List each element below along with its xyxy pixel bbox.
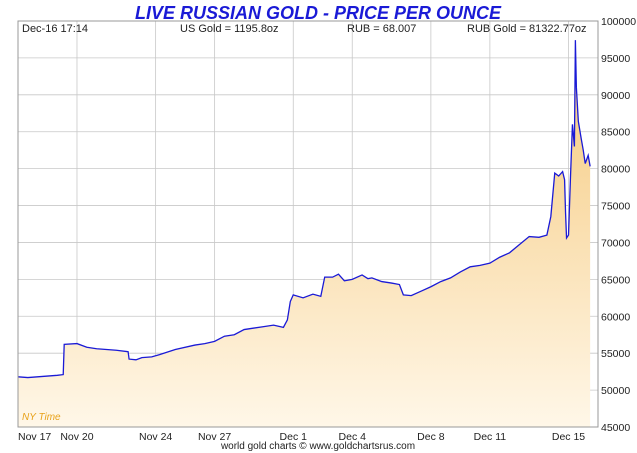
- x-tick-label: Dec 11: [474, 431, 507, 443]
- rub-rate-label: RUB = 68.007: [347, 23, 416, 35]
- y-tick-label: 70000: [601, 237, 630, 249]
- x-tick-label: Nov 20: [60, 431, 93, 443]
- y-tick-label: 100000: [601, 16, 636, 28]
- price-area: [18, 40, 591, 427]
- price-line: [17, 40, 591, 379]
- y-tick-label: 85000: [601, 127, 630, 139]
- us-gold-label: US Gold = 1195.8oz: [180, 23, 279, 35]
- x-tick-label: Dec 15: [552, 431, 585, 443]
- plot-frame: [17, 20, 599, 428]
- y-tick-label: 65000: [601, 274, 630, 286]
- y-tick-label: 50000: [601, 385, 630, 397]
- x-tick-label: Nov 17: [18, 431, 51, 443]
- x-tick-label: Nov 27: [198, 431, 231, 443]
- y-tick-label: 95000: [601, 53, 630, 65]
- rub-gold-label: RUB Gold = 81322.77oz: [467, 23, 587, 35]
- timezone-label: NY Time: [22, 412, 61, 423]
- y-tick-label: 60000: [601, 311, 630, 323]
- y-tick-label: 75000: [601, 201, 630, 213]
- x-tick-label: Dec 8: [417, 431, 445, 443]
- x-axis-ticks: Nov 17 Nov 20 Nov 24 Nov 27 Dec 1 Dec 4 Dec 8 D…: [18, 431, 585, 443]
- y-tick-label: 45000: [601, 422, 630, 434]
- y-tick-label: 80000: [601, 164, 630, 176]
- chart-title: LIVE RUSSIAN GOLD - PRICE PER OUNCE: [135, 3, 502, 23]
- y-tick-label: 90000: [601, 90, 630, 102]
- x-tick-label: Dec 4: [339, 431, 367, 443]
- timestamp-label: Dec-16 17:14: [22, 23, 88, 35]
- x-tick-label: Dec 1: [280, 431, 308, 443]
- y-tick-label: 55000: [601, 348, 630, 360]
- y-axis-ticks: 45000 50000 55000 60000 65000 70000 75000 80000…: [601, 16, 636, 434]
- x-tick-label: Nov 24: [139, 431, 172, 443]
- footer-credit: world gold charts © www.goldchartsrus.co…: [220, 441, 415, 452]
